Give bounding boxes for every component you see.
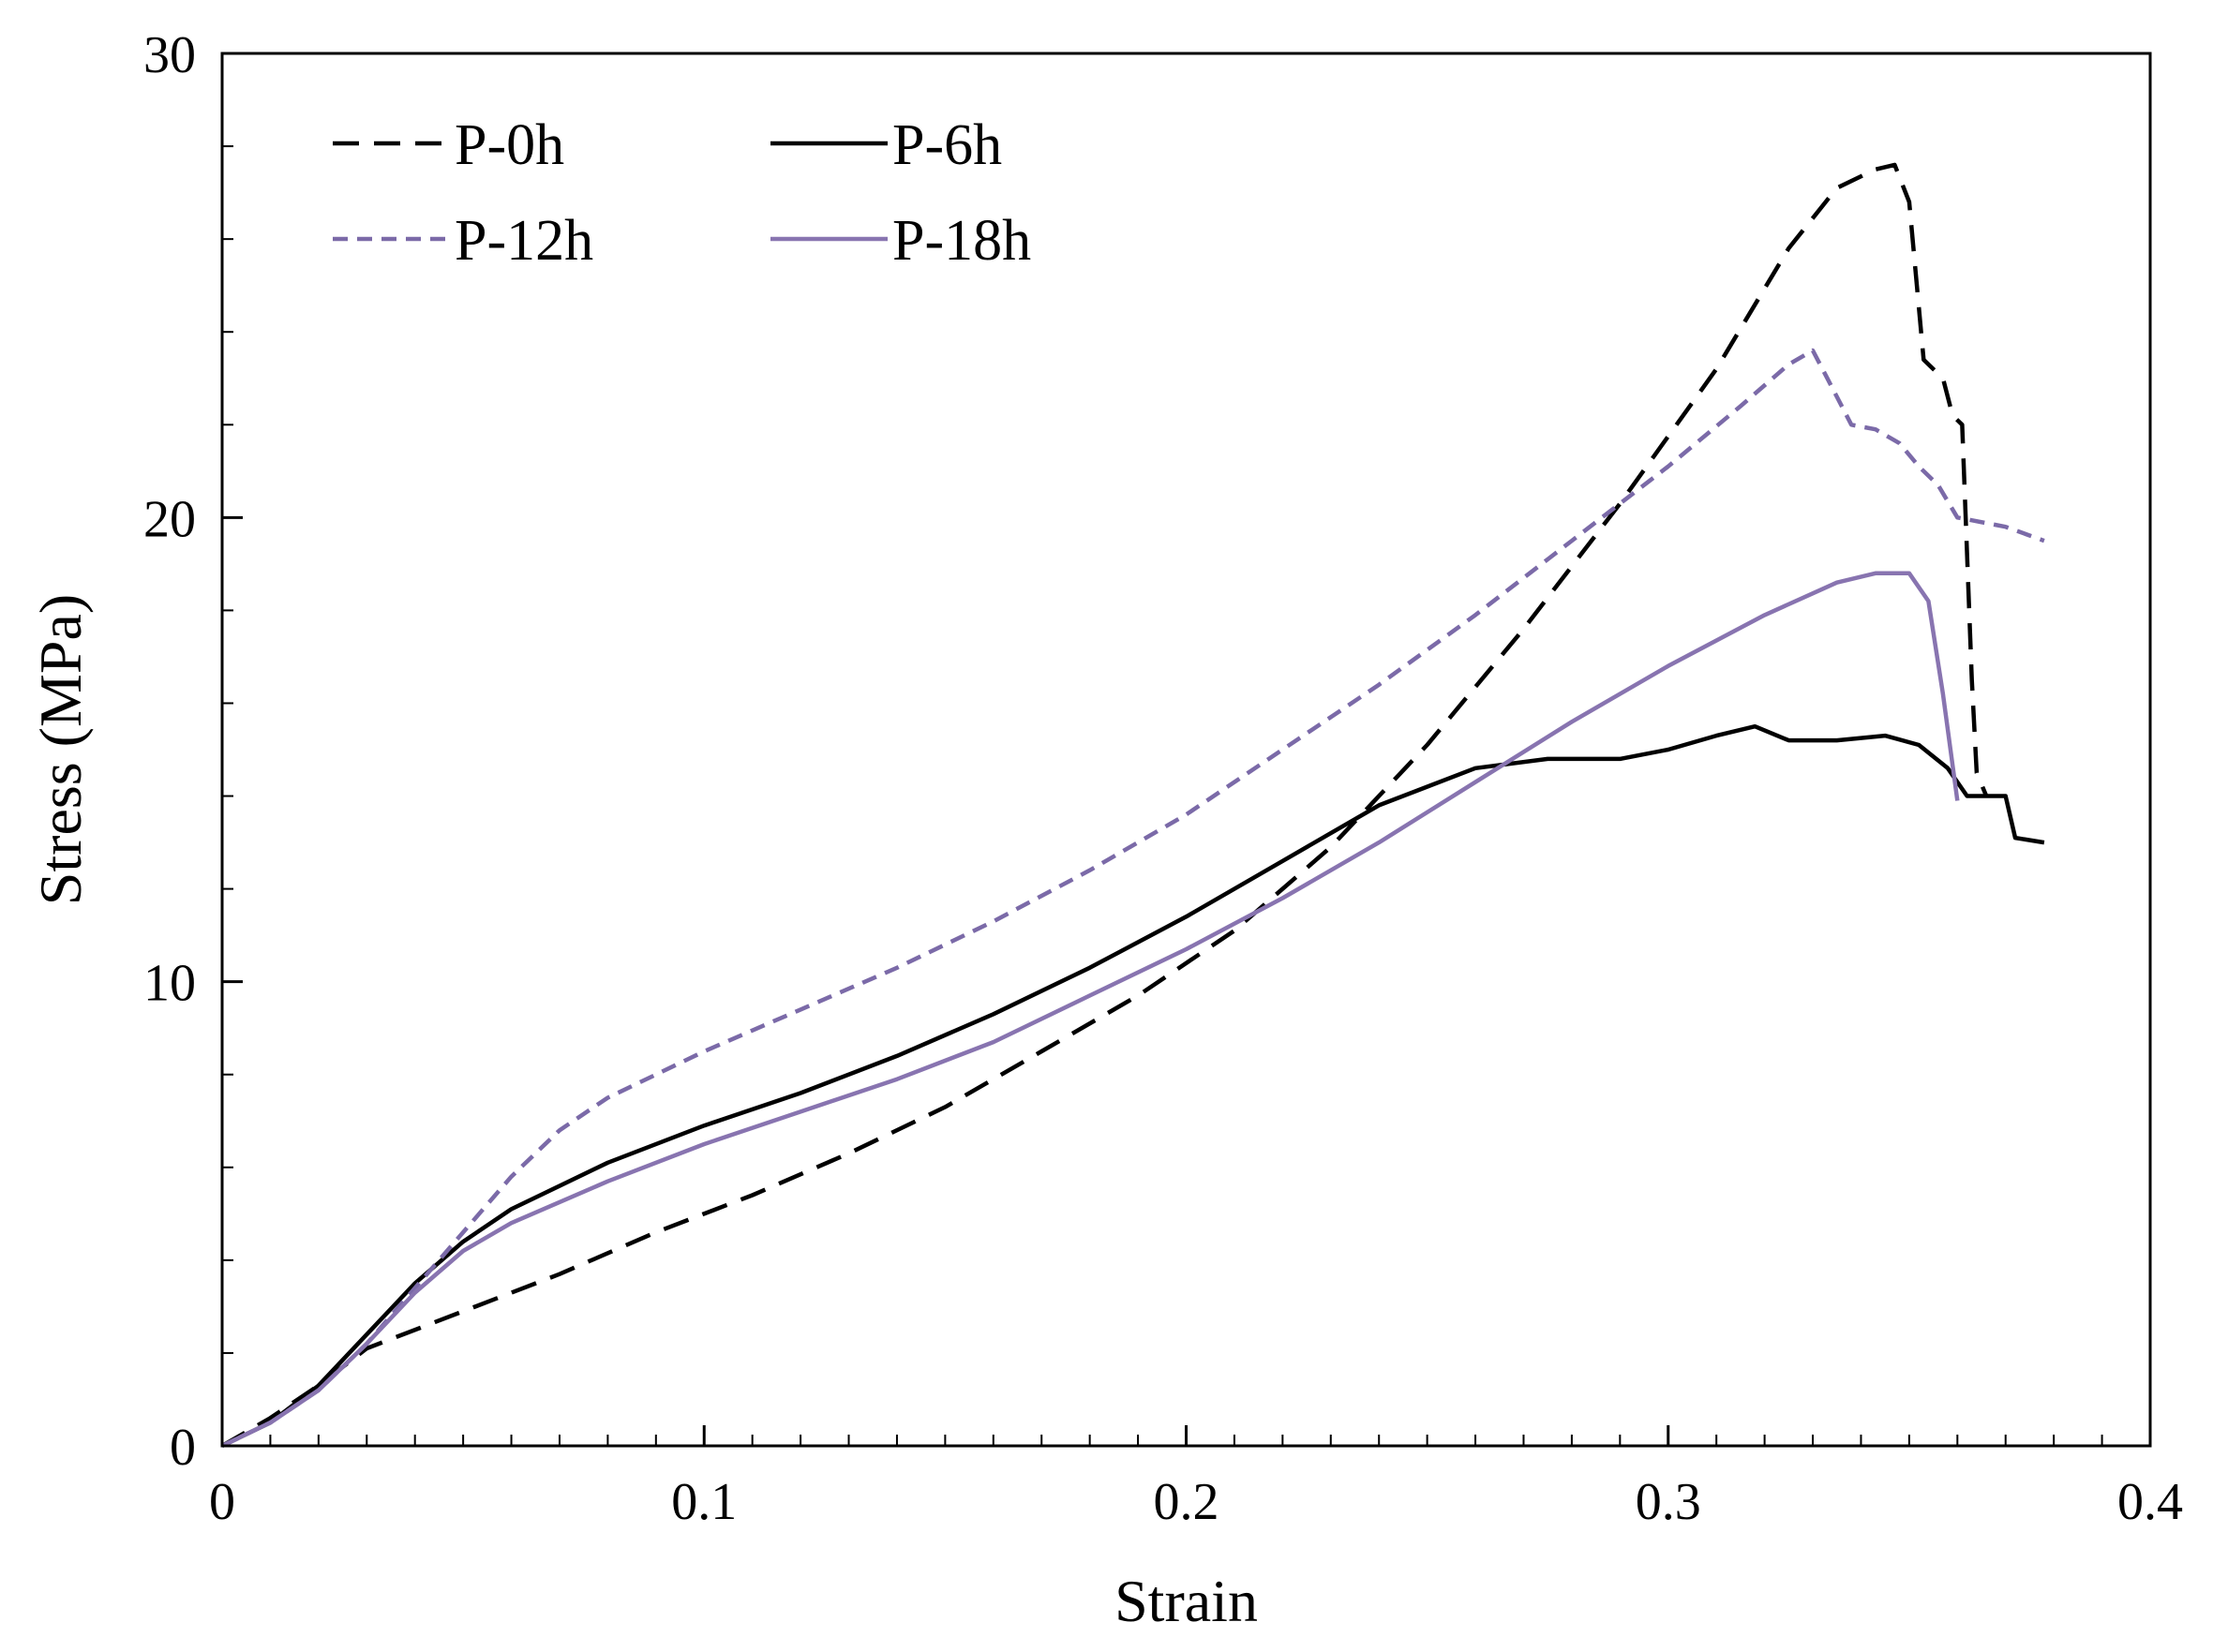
legend-label-p-18h: P-18h [892,209,1031,273]
series-layer [220,162,2045,1449]
legend: P-0h P-6h P-12h P-18h [333,113,1031,273]
y-tick-label: 30 [143,26,196,84]
series-line-p-18h [221,571,1960,1449]
x-axis-title: Strain [1114,1568,1258,1634]
x-tick-label: 0.3 [1636,1473,1701,1531]
major-ticks [220,52,2152,1448]
minor-ticks [222,145,2103,1446]
y-tick-label: 0 [170,1419,196,1477]
legend-label-p-6h: P-6h [892,113,1002,177]
legend-label-p-0h: P-0h [455,113,564,177]
y-tick-label: 20 [143,490,196,548]
y-tick-labels: 0 10 20 30 [143,26,196,1477]
series-line-p-6h [221,723,2045,1449]
x-tick-label: 0.4 [2117,1473,2183,1531]
legend-label-p-12h: P-12h [455,209,593,273]
x-tick-label: 0.1 [671,1473,737,1531]
y-tick-label: 10 [143,955,196,1013]
series-line-p-12h [221,348,2045,1449]
series-line-p-0h [220,162,1989,1448]
y-axis-title: Stress (MPa) [27,594,94,905]
x-tick-label: 0.2 [1154,1473,1219,1531]
x-tick-label: 0 [209,1473,235,1531]
x-tick-labels: 0 0.1 0.2 0.3 0.4 [209,1473,2183,1531]
